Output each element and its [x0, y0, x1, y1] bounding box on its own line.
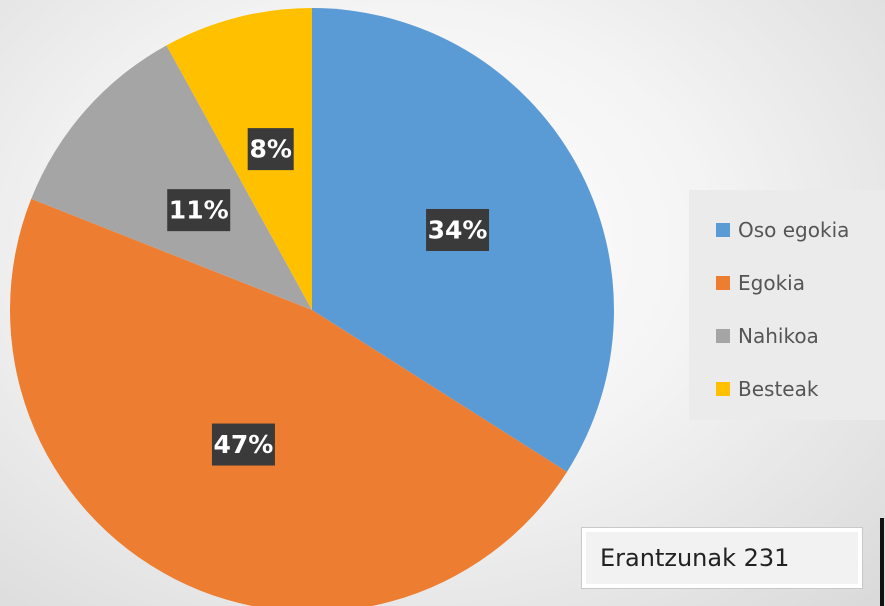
data-label-background [247, 128, 294, 171]
legend-swatch-oso-egokia [716, 223, 730, 237]
data-label-background [167, 189, 231, 232]
responses-note-text: Erantzunak 231 [600, 544, 790, 572]
legend-label-oso-egokia: Oso egokia [738, 218, 849, 242]
pie-data-labels: 34% 47% 11% 8% [167, 128, 490, 466]
pie-slices [10, 8, 614, 606]
legend-label-egokia: Egokia [738, 271, 805, 295]
legend-swatch-egokia [716, 276, 730, 290]
data-label-background [426, 208, 490, 251]
legend-swatch-nahikoa [716, 329, 730, 343]
data-label-nahikoa: 11% [167, 189, 231, 232]
data-label-oso-egokia: 34% [426, 208, 490, 251]
pie-slice-egokia [10, 198, 567, 606]
data-label-text: 8% [249, 135, 291, 164]
legend-label-besteak: Besteak [738, 377, 819, 401]
legend: Oso egokia Egokia Nahikoa Besteak [689, 190, 885, 420]
data-label-text: 47% [214, 430, 274, 459]
legend-label-nahikoa: Nahikoa [738, 324, 819, 348]
pie-slice-besteak [166, 8, 312, 310]
data-label-besteak: 8% [247, 128, 294, 171]
data-label-egokia: 47% [211, 423, 275, 466]
legend-swatch-besteak [716, 382, 730, 396]
data-label-text: 11% [169, 196, 229, 225]
pie-slice-nahikoa [31, 45, 313, 311]
data-label-text: 34% [428, 215, 488, 244]
responses-note: Erantzunak 231 [581, 527, 863, 589]
data-label-background [211, 423, 275, 466]
panel-edge-divider [880, 518, 884, 606]
